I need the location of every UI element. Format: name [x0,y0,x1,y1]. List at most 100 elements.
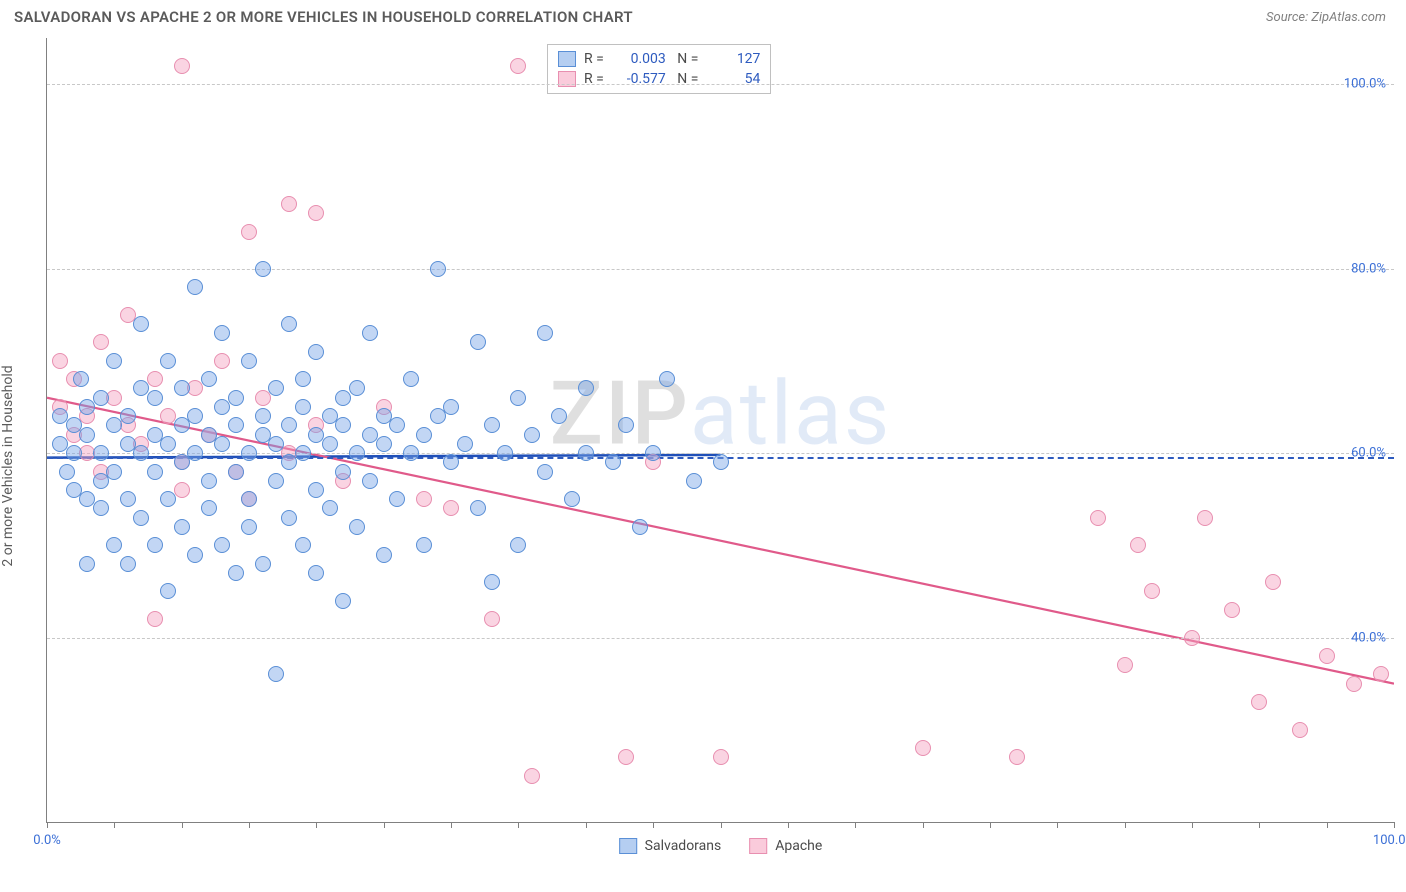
data-point-salvadorans [106,353,122,369]
data-point-apache [1090,510,1106,526]
data-point-salvadorans [335,417,351,433]
data-point-salvadorans [524,427,540,443]
data-point-apache [1184,630,1200,646]
data-point-salvadorans [174,380,190,396]
x-tick [653,822,654,828]
data-point-salvadorans [362,473,378,489]
data-point-salvadorans [255,408,271,424]
data-point-salvadorans [510,390,526,406]
data-point-salvadorans [470,500,486,516]
data-point-apache [713,749,729,765]
x-tick [788,822,789,828]
y-tick-label: 40.0% [1351,630,1386,645]
data-point-salvadorans [187,445,203,461]
header-bar: SALVADORAN VS APACHE 2 OR MORE VEHICLES … [0,0,1406,30]
data-point-salvadorans [443,454,459,470]
data-point-salvadorans [322,436,338,452]
data-point-salvadorans [470,334,486,350]
data-point-salvadorans [133,510,149,526]
r-value-salvadorans: 0.003 [612,51,666,67]
data-point-salvadorans [403,371,419,387]
data-point-salvadorans [335,593,351,609]
data-point-salvadorans [308,565,324,581]
x-tick [1057,822,1058,828]
data-point-salvadorans [645,445,661,461]
data-point-salvadorans [308,482,324,498]
data-point-salvadorans [510,537,526,553]
data-point-salvadorans [295,399,311,415]
data-point-salvadorans [362,325,378,341]
swatch-apache [749,838,767,854]
stats-row-apache: R = -0.577 N = 54 [558,69,760,89]
data-point-salvadorans [255,556,271,572]
data-point-apache [1130,537,1146,553]
data-point-salvadorans [268,436,284,452]
data-point-salvadorans [120,491,136,507]
data-point-salvadorans [201,500,217,516]
data-point-salvadorans [79,556,95,572]
data-point-salvadorans [160,353,176,369]
data-point-salvadorans [416,537,432,553]
data-point-salvadorans [484,574,500,590]
x-tick [1192,822,1193,828]
data-point-salvadorans [281,510,297,526]
x-tick [990,822,991,828]
data-point-salvadorans [147,464,163,480]
data-point-salvadorans [187,408,203,424]
data-point-salvadorans [578,445,594,461]
data-point-salvadorans [120,408,136,424]
swatch-salvadorans [619,838,637,854]
data-point-apache [915,740,931,756]
data-point-salvadorans [228,464,244,480]
data-point-salvadorans [73,371,89,387]
data-point-salvadorans [430,261,446,277]
data-point-apache [214,353,230,369]
data-point-salvadorans [187,279,203,295]
data-point-salvadorans [551,408,567,424]
gridline [47,269,1394,270]
data-point-apache [241,224,257,240]
data-point-salvadorans [93,390,109,406]
data-point-salvadorans [214,436,230,452]
data-point-apache [1117,657,1133,673]
data-point-salvadorans [713,454,729,470]
data-point-salvadorans [295,371,311,387]
data-point-salvadorans [443,399,459,415]
watermark: ZIPatlas [550,363,892,466]
data-point-salvadorans [605,454,621,470]
data-point-apache [484,611,500,627]
plot-area: ZIPatlas R = 0.003 N = 127 R = -0.577 N … [46,38,1394,823]
x-tick [586,822,587,828]
data-point-salvadorans [295,537,311,553]
legend-item-apache: Apache [749,838,822,854]
data-point-apache [510,58,526,74]
data-point-salvadorans [349,519,365,535]
chart-container: 2 or more Vehicles in Household ZIPatlas… [0,30,1406,885]
data-point-salvadorans [93,500,109,516]
data-point-apache [1009,749,1025,765]
data-point-salvadorans [241,519,257,535]
x-tick [249,822,250,828]
data-point-salvadorans [147,537,163,553]
data-point-salvadorans [187,547,203,563]
x-tick [518,822,519,828]
data-point-salvadorans [133,445,149,461]
n-label: N = [674,51,699,67]
data-point-salvadorans [416,427,432,443]
y-tick-label: 100.0% [1344,77,1386,92]
data-point-salvadorans [497,445,513,461]
data-point-salvadorans [578,380,594,396]
x-tick [855,822,856,828]
y-axis-label: 2 or more Vehicles in Household [0,365,16,566]
data-point-salvadorans [133,316,149,332]
data-point-apache [1251,694,1267,710]
data-point-salvadorans [214,325,230,341]
x-tick [384,822,385,828]
data-point-apache [1319,648,1335,664]
legend-label-apache: Apache [775,838,822,854]
data-point-salvadorans [255,261,271,277]
data-point-salvadorans [160,583,176,599]
data-point-salvadorans [66,445,82,461]
data-point-salvadorans [201,473,217,489]
data-point-salvadorans [335,464,351,480]
